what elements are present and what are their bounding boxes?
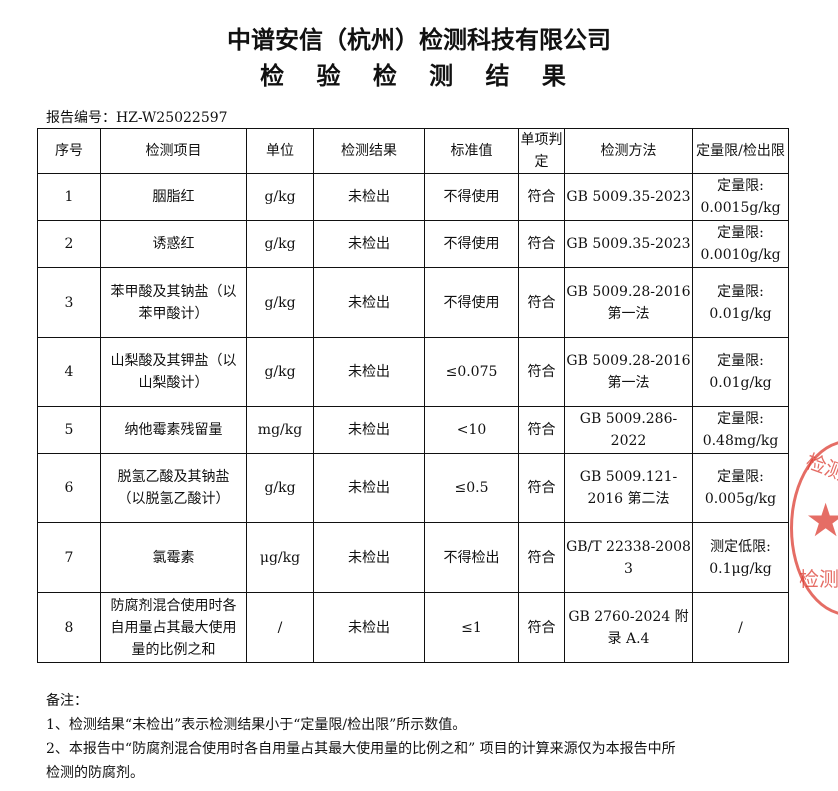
cell-method: GB 2760-2024 附录 A.4 [564, 592, 693, 663]
cell-item: 氯霉素 [100, 522, 247, 593]
cell-result: 未检出 [313, 337, 425, 407]
cell-standard: ≤0.075 [424, 337, 519, 407]
cell-seq: 1 [37, 173, 101, 221]
cell-seq: 4 [37, 337, 101, 407]
cell-limit: 定量限: 0.0015g/kg [692, 173, 789, 221]
cell-method: GB 5009.286-2022 [564, 406, 693, 454]
cell-result: 未检出 [313, 453, 425, 523]
cell-standard: 不得使用 [424, 173, 519, 221]
cell-seq: 5 [37, 406, 101, 454]
cell-method: GB/T 22338-2008 3 [564, 522, 693, 593]
header-result: 检测结果 [313, 128, 425, 174]
cell-seq: 7 [37, 522, 101, 593]
cell-standard: 不得检出 [424, 522, 519, 593]
star-icon: ★ [805, 493, 838, 547]
official-stamp: 检测科技 ★ 检测专用 [790, 440, 838, 616]
cell-method: GB 5009.28-2016 第一法 [564, 337, 693, 407]
cell-limit: 测定低限: 0.1μg/kg [692, 522, 789, 593]
cell-unit: g/kg [246, 267, 314, 338]
cell-item: 诱惑红 [100, 220, 247, 268]
note-3: 检测的防腐剂。 [46, 765, 144, 781]
cell-result: 未检出 [313, 267, 425, 338]
cell-unit: g/kg [246, 453, 314, 523]
note-2: 2、本报告中“防腐剂混合使用时各自用量占其最大使用量的比例之和” 项目的计算来源… [46, 741, 676, 757]
cell-unit: mg/kg [246, 406, 314, 454]
cell-judgement: 符合 [518, 173, 565, 221]
cell-unit: g/kg [246, 337, 314, 407]
cell-judgement: 符合 [518, 220, 565, 268]
cell-unit: / [246, 592, 314, 663]
table-row: 4 山梨酸及其钾盐（以山梨酸计） g/kg 未检出 ≤0.075 符合 GB 5009.28… [37, 337, 789, 407]
cell-result: 未检出 [313, 592, 425, 663]
cell-limit: 定量限: 0.01g/kg [692, 267, 789, 338]
cell-standard: 不得使用 [424, 220, 519, 268]
cell-seq: 8 [37, 592, 101, 663]
table-row: 3 苯甲酸及其钠盐（以苯甲酸计） g/kg 未检出 不得使用 符合 GB 5009.28-2… [37, 267, 789, 338]
header-standard: 标准值 [424, 128, 519, 174]
cell-judgement: 符合 [518, 267, 565, 338]
cell-standard: ≤0.5 [424, 453, 519, 523]
cell-item: 脱氢乙酸及其钠盐（以脱氢乙酸计） [100, 453, 247, 523]
cell-judgement: 符合 [518, 337, 565, 407]
cell-limit: 定量限: 0.005g/kg [692, 453, 789, 523]
cell-limit: 定量限: 0.0010g/kg [692, 220, 789, 268]
cell-judgement: 符合 [518, 522, 565, 593]
results-table: 序号 检测项目 单位 检测结果 标准值 单项判定 检测方法 定量限/检出限 1 胭脂红 g/kg 未… [37, 128, 789, 663]
cell-method: GB 5009.121-2016 第二法 [564, 453, 693, 523]
cell-seq: 6 [37, 453, 101, 523]
cell-result: 未检出 [313, 173, 425, 221]
cell-item: 山梨酸及其钾盐（以山梨酸计） [100, 337, 247, 407]
cell-result: 未检出 [313, 406, 425, 454]
header-unit: 单位 [246, 128, 314, 174]
table-row: 8 防腐剂混合使用时各自用量占其最大使用量的比例之和 / 未检出 ≤1 符合 GB 2760… [37, 592, 789, 663]
stamp-text-top: 检测科技 [802, 448, 838, 499]
cell-standard: <10 [424, 406, 519, 454]
header-limit: 定量限/检出限 [692, 128, 789, 174]
cell-seq: 3 [37, 267, 101, 338]
note-1: 1、检测结果“未检出”表示检测结果小于“定量限/检出限”所示数值。 [46, 717, 467, 733]
table-row: 7 氯霉素 μg/kg 未检出 不得检出 符合 GB/T 22338-2008 3 测定低限:… [37, 522, 789, 593]
cell-item: 纳他霉素残留量 [100, 406, 247, 454]
cell-limit: / [692, 592, 789, 663]
cell-result: 未检出 [313, 220, 425, 268]
cell-unit: g/kg [246, 220, 314, 268]
cell-standard: ≤1 [424, 592, 519, 663]
stamp-text-bottom: 检测专用 [799, 567, 838, 591]
table-row: 5 纳他霉素残留量 mg/kg 未检出 <10 符合 GB 5009.286-2022 定量限… [37, 406, 789, 454]
table-row: 2 诱惑红 g/kg 未检出 不得使用 符合 GB 5009.35-2023 定量限: 0.0… [37, 220, 789, 268]
cell-judgement: 符合 [518, 453, 565, 523]
cell-item: 防腐剂混合使用时各自用量占其最大使用量的比例之和 [100, 592, 247, 663]
header-judgement: 单项判定 [518, 128, 565, 174]
header-method: 检测方法 [564, 128, 693, 174]
cell-item: 苯甲酸及其钠盐（以苯甲酸计） [100, 267, 247, 338]
cell-method: GB 5009.28-2016 第一法 [564, 267, 693, 338]
cell-judgement: 符合 [518, 592, 565, 663]
cell-limit: 定量限: 0.48mg/kg [692, 406, 789, 454]
header-seq: 序号 [37, 128, 101, 174]
cell-standard: 不得使用 [424, 267, 519, 338]
cell-method: GB 5009.35-2023 [564, 173, 693, 221]
report-number: 报告编号：HZ-W25022597 [46, 110, 228, 126]
header-item: 检测项目 [100, 128, 247, 174]
cell-item: 胭脂红 [100, 173, 247, 221]
cell-unit: g/kg [246, 173, 314, 221]
cell-judgement: 符合 [518, 406, 565, 454]
cell-result: 未检出 [313, 522, 425, 593]
table-row: 1 胭脂红 g/kg 未检出 不得使用 符合 GB 5009.35-2023 定量限: 0.0… [37, 173, 789, 221]
cell-unit: μg/kg [246, 522, 314, 593]
report-title: 检 验 检 测 结 果 [260, 62, 578, 90]
cell-method: GB 5009.35-2023 [564, 220, 693, 268]
company-name: 中谱安信（杭州）检测科技有限公司 [227, 26, 611, 54]
cell-limit: 定量限: 0.01g/kg [692, 337, 789, 407]
cell-seq: 2 [37, 220, 101, 268]
notes-label: 备注： [46, 693, 88, 709]
table-row: 6 脱氢乙酸及其钠盐（以脱氢乙酸计） g/kg 未检出 ≤0.5 符合 GB 5009.12… [37, 453, 789, 523]
